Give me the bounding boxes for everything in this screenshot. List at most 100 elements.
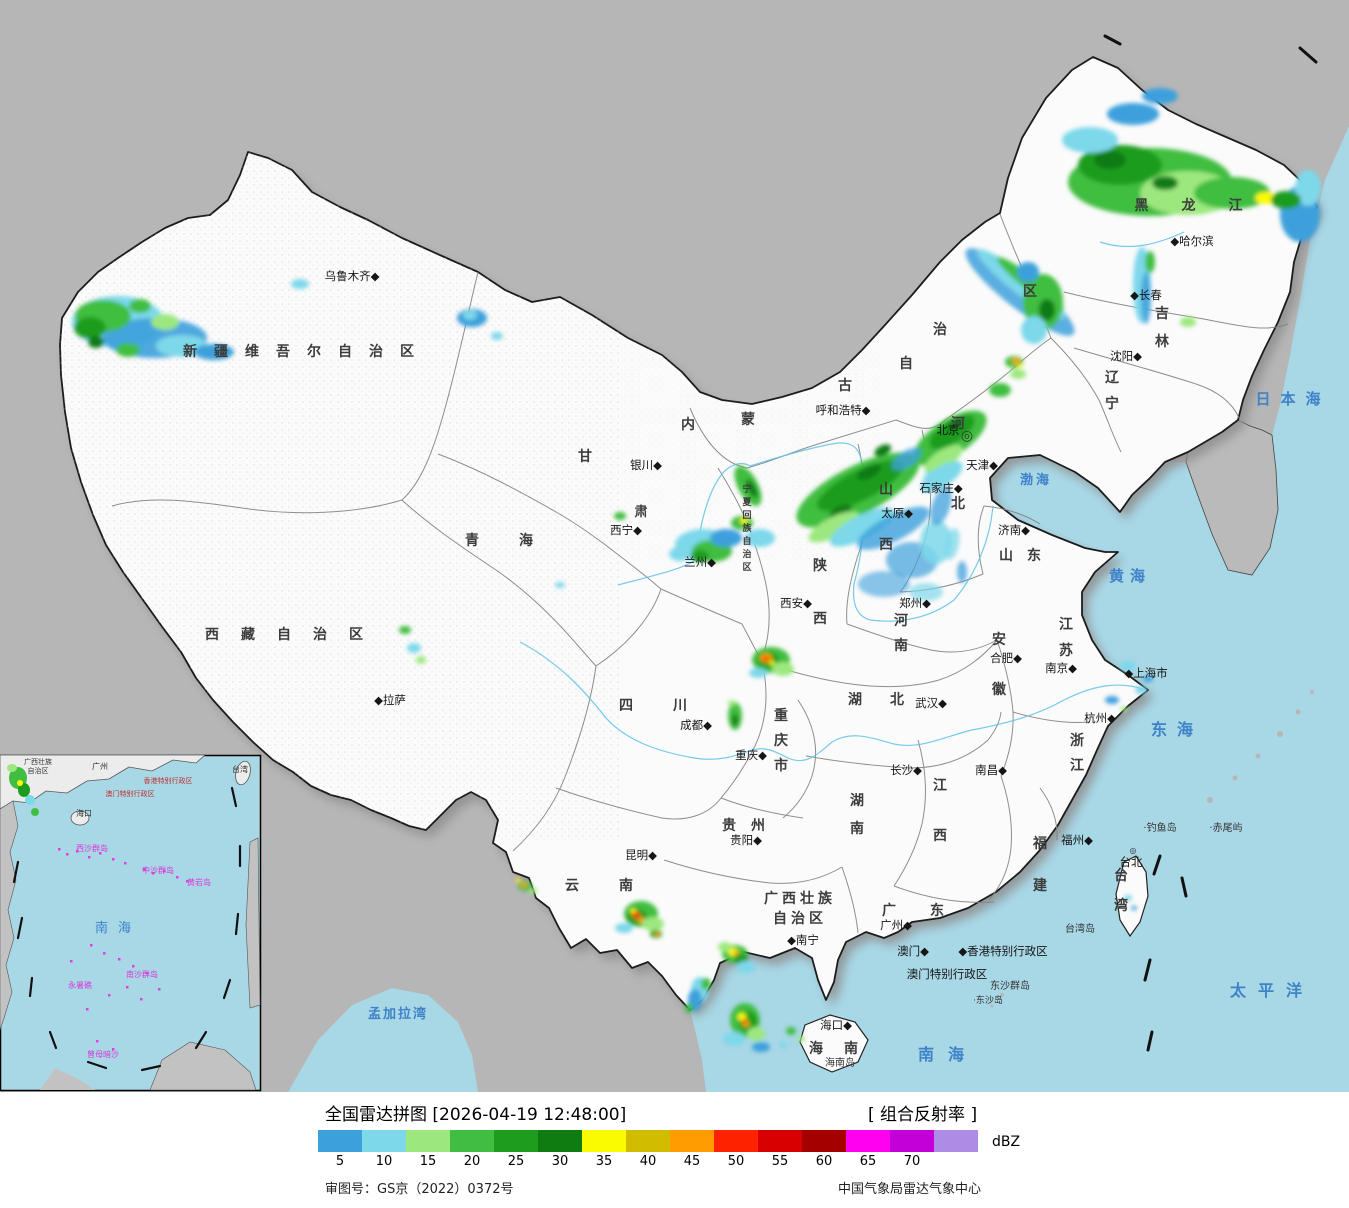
colorbar-value: 30	[551, 1154, 569, 1169]
island-label: ·赤尾屿	[1209, 822, 1242, 834]
province-label: 古	[838, 377, 852, 394]
city-label: 成都◆	[680, 718, 712, 732]
inset-label: 南沙群岛	[126, 969, 158, 979]
songhua-river	[1099, 231, 1185, 248]
inset-label: 永暑礁	[68, 980, 92, 990]
city-label: 海口◆	[820, 1018, 852, 1032]
sea-label: 孟加拉湾	[368, 1006, 428, 1022]
colorbar	[318, 1130, 978, 1152]
city-label: 北京	[937, 423, 960, 437]
city-label: 银川◆	[630, 458, 662, 472]
province-label: 自	[899, 355, 913, 372]
city-label: 广州◆	[880, 918, 912, 932]
credit-label: 中国气象局雷达气象中心	[838, 1182, 982, 1197]
inset-label: 南海	[95, 920, 141, 936]
island-label: 海南岛	[825, 1056, 855, 1069]
sea-layer	[288, 126, 1349, 1092]
inset-label: 黄岩岛	[187, 877, 211, 887]
province-label: 安徽	[991, 631, 1007, 698]
bay-of-bengal	[288, 988, 478, 1092]
island-label: 台湾岛	[1065, 922, 1095, 935]
inset-island-dots	[58, 848, 189, 1051]
colorbar-segment	[934, 1130, 978, 1152]
colorbar-segment	[846, 1130, 890, 1152]
inset-radar-echoes	[7, 764, 39, 816]
province-label: 山东	[999, 547, 1055, 564]
city-label: 沈阳◆	[1110, 349, 1142, 363]
city-label: 济南◆	[998, 523, 1030, 537]
city-label: 天津◆	[966, 458, 998, 472]
city-label: 南昌◆	[975, 763, 1007, 777]
radar-echo-layer	[72, 88, 1321, 1052]
colorbar-value: 25	[507, 1154, 525, 1169]
city-label: ◆上海市	[1124, 666, 1167, 680]
product-label: [ 组合反射率 ]	[868, 1105, 978, 1125]
legend-panel: 全国雷达拼图 [2026-04-19 12:48:00] [ 组合反射率 ] d…	[0, 1092, 1349, 1208]
map-title: 全国雷达拼图 [2026-04-19 12:48:00]	[325, 1105, 627, 1125]
province-label: 宁夏回族自治区	[741, 483, 752, 573]
colorbar-segment	[318, 1130, 362, 1152]
rivers	[519, 231, 1185, 762]
colorbar-value: 20	[463, 1154, 481, 1169]
province-label: 西藏自治区	[205, 626, 385, 643]
inset-nine-dash-line	[12, 786, 242, 1072]
colorbar-value: 40	[639, 1154, 657, 1169]
inset-label: 曾母暗沙	[87, 1049, 119, 1059]
colorbar-segment	[362, 1130, 406, 1152]
province-label: 治	[933, 321, 947, 338]
license-number: 审图号：GS京（2022）0372号	[325, 1182, 514, 1197]
province-label: 海南	[809, 1040, 879, 1057]
sea-label: 太平洋	[1229, 981, 1314, 1000]
colorbar-segment	[626, 1130, 670, 1152]
province-label: 河南	[894, 612, 908, 654]
inset-label: 台湾	[232, 764, 248, 774]
province-label: 湖北	[848, 692, 932, 708]
island-label: ◎	[1130, 846, 1137, 855]
colorbar-segment	[890, 1130, 934, 1152]
yangtze-river	[519, 641, 1147, 762]
inset-label: 香港特别行政区	[144, 776, 193, 785]
city-label: 武汉◆	[915, 696, 947, 710]
province-label: 台湾	[1114, 867, 1128, 914]
city-label: 福州◆	[1061, 833, 1093, 847]
inset-label: 自治区	[28, 766, 49, 775]
colorbar-value: 10	[375, 1154, 393, 1169]
colorbar-segment	[670, 1130, 714, 1152]
city-label: ◆拉萨	[374, 693, 406, 707]
province-label: 肃	[634, 504, 647, 520]
island-label: ·东沙岛	[973, 994, 1003, 1006]
colorbar-value: 45	[683, 1154, 701, 1169]
province-label: 河北	[951, 415, 965, 512]
city-label: 太原◆	[881, 506, 913, 520]
sea-label: 日本海	[1255, 390, 1330, 408]
province-label: 山西	[879, 482, 893, 553]
province-label: 新疆维吾尔自治区	[183, 343, 431, 360]
colorbar-value: 60	[815, 1154, 833, 1169]
city-label: 呼和浩特◆	[816, 403, 871, 417]
city-label: ◆长春	[1130, 288, 1162, 302]
colorbar-segment	[802, 1130, 846, 1152]
sea-label: 渤海	[1020, 472, 1052, 488]
city-label: 重庆◆	[735, 748, 767, 762]
inset-label: 广西壮族	[24, 757, 52, 766]
south-china-sea-inset	[0, 754, 262, 1092]
city-label: 兰州◆	[684, 555, 716, 569]
province-label: 吉林	[1155, 305, 1169, 350]
province-label: 区	[1023, 284, 1037, 300]
colorbar-segment	[758, 1130, 802, 1152]
colorbar-value: 35	[595, 1154, 613, 1169]
colorbar-values: 5 10 15 20 25 30 35 40 45 50 55 60 65 70	[318, 1154, 934, 1169]
province-label: 四川	[619, 698, 727, 714]
city-label: 昆明◆	[625, 848, 657, 862]
province-label: 蒙	[741, 411, 755, 428]
province-label: 江苏	[1059, 616, 1073, 659]
sea-label: 黄海	[1109, 567, 1151, 585]
colorbar-segment	[450, 1130, 494, 1152]
inset-label: 澳门特别行政区	[106, 789, 155, 798]
